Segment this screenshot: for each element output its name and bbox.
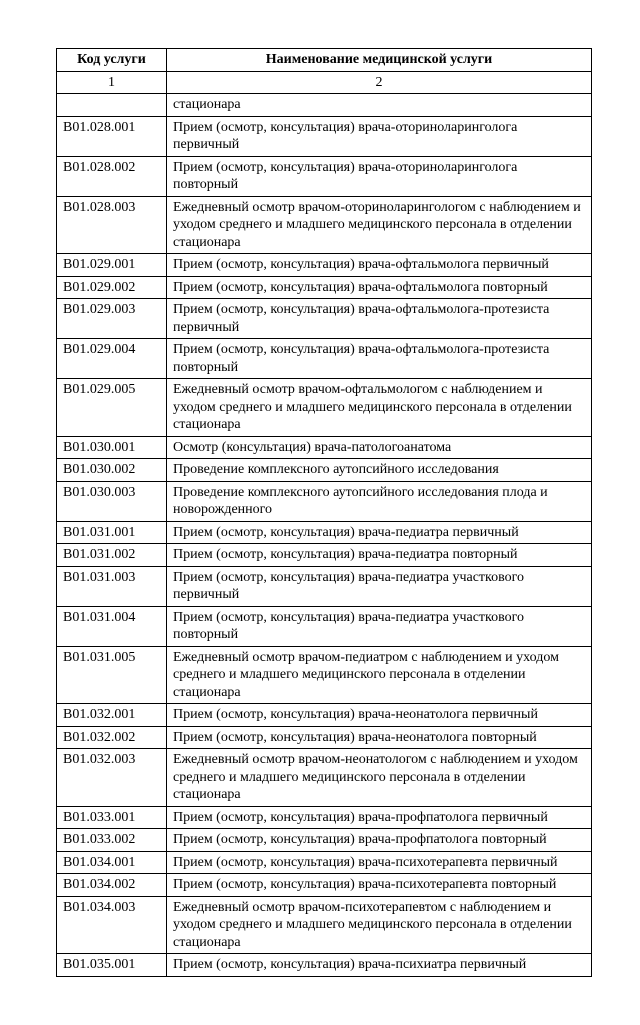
service-name-cell: Ежедневный осмотр врачом-офтальмологом с… xyxy=(167,379,592,437)
table-row: B01.029.005Ежедневный осмотр врачом-офта… xyxy=(57,379,592,437)
table-row: B01.033.001Прием (осмотр, консультация) … xyxy=(57,806,592,829)
service-code-cell: B01.029.002 xyxy=(57,276,167,299)
service-code-cell: B01.030.003 xyxy=(57,481,167,521)
service-name-cell: Прием (осмотр, консультация) врача-отори… xyxy=(167,116,592,156)
service-name-cell: Прием (осмотр, консультация) врача-педиа… xyxy=(167,521,592,544)
service-name-cell: Прием (осмотр, консультация) врача-отори… xyxy=(167,156,592,196)
service-code-cell: B01.031.004 xyxy=(57,606,167,646)
service-name-cell: Прием (осмотр, консультация) врача-педиа… xyxy=(167,566,592,606)
service-name-cell: Ежедневный осмотр врачом-неонатологом с … xyxy=(167,749,592,807)
table-row: B01.032.002Прием (осмотр, консультация) … xyxy=(57,726,592,749)
service-name-cell: Прием (осмотр, консультация) врача-неона… xyxy=(167,726,592,749)
service-code-cell: B01.031.005 xyxy=(57,646,167,704)
table-row: B01.030.001Осмотр (консультация) врача-п… xyxy=(57,436,592,459)
services-table: Код услуги Наименование медицинской услу… xyxy=(56,48,592,977)
service-name-cell: Осмотр (консультация) врача-патологоанат… xyxy=(167,436,592,459)
table-row: B01.031.003Прием (осмотр, консультация) … xyxy=(57,566,592,606)
service-code-cell: B01.031.003 xyxy=(57,566,167,606)
service-code-cell: B01.028.003 xyxy=(57,196,167,254)
header-name: Наименование медицинской услуги xyxy=(167,49,592,72)
service-name-cell: Прием (осмотр, консультация) врача-профп… xyxy=(167,806,592,829)
service-code-cell: B01.034.002 xyxy=(57,874,167,897)
service-code-cell: B01.029.005 xyxy=(57,379,167,437)
service-name-cell: Прием (осмотр, консультация) врача-офтал… xyxy=(167,299,592,339)
table-row: B01.035.001Прием (осмотр, консультация) … xyxy=(57,954,592,977)
table-row: B01.031.004Прием (осмотр, консультация) … xyxy=(57,606,592,646)
service-name-cell: стационара xyxy=(167,94,592,117)
table-head: Код услуги Наименование медицинской услу… xyxy=(57,49,592,94)
table-row: B01.032.003Ежедневный осмотр врачом-неон… xyxy=(57,749,592,807)
table-row: B01.031.001Прием (осмотр, консультация) … xyxy=(57,521,592,544)
service-name-cell: Прием (осмотр, консультация) врача-офтал… xyxy=(167,339,592,379)
service-code-cell: B01.029.001 xyxy=(57,254,167,277)
service-name-cell: Прием (осмотр, консультация) врача-профп… xyxy=(167,829,592,852)
table-row: B01.029.001Прием (осмотр, консультация) … xyxy=(57,254,592,277)
service-name-cell: Ежедневный осмотр врачом-педиатром с наб… xyxy=(167,646,592,704)
service-code-cell: B01.032.002 xyxy=(57,726,167,749)
service-code-cell: B01.033.001 xyxy=(57,806,167,829)
service-code-cell: B01.029.004 xyxy=(57,339,167,379)
table-row: B01.028.002Прием (осмотр, консультация) … xyxy=(57,156,592,196)
service-code-cell: B01.034.001 xyxy=(57,851,167,874)
table-row: B01.030.003Проведение комплексного аутоп… xyxy=(57,481,592,521)
table-row: B01.029.002Прием (осмотр, консультация) … xyxy=(57,276,592,299)
table-row: B01.029.004Прием (осмотр, консультация) … xyxy=(57,339,592,379)
service-code-cell: B01.029.003 xyxy=(57,299,167,339)
service-code-cell: B01.030.002 xyxy=(57,459,167,482)
service-name-cell: Прием (осмотр, консультация) врача-педиа… xyxy=(167,606,592,646)
service-name-cell: Проведение комплексного аутопсийного исс… xyxy=(167,481,592,521)
table-row: B01.034.002Прием (осмотр, консультация) … xyxy=(57,874,592,897)
service-name-cell: Прием (осмотр, консультация) врача-психи… xyxy=(167,954,592,977)
service-name-cell: Прием (осмотр, консультация) врача-офтал… xyxy=(167,276,592,299)
numrow-name: 2 xyxy=(167,71,592,94)
table-row: B01.028.001Прием (осмотр, консультация) … xyxy=(57,116,592,156)
table-row: стационара xyxy=(57,94,592,117)
document-page: Код услуги Наименование медицинской услу… xyxy=(0,0,640,1025)
table-num-row: 1 2 xyxy=(57,71,592,94)
service-code-cell: B01.031.001 xyxy=(57,521,167,544)
service-code-cell: B01.028.001 xyxy=(57,116,167,156)
table-row: B01.030.002Проведение комплексного аутоп… xyxy=(57,459,592,482)
table-body: стационараB01.028.001Прием (осмотр, конс… xyxy=(57,94,592,977)
service-code-cell: B01.035.001 xyxy=(57,954,167,977)
table-row: B01.032.001Прием (осмотр, консультация) … xyxy=(57,704,592,727)
table-header-row: Код услуги Наименование медицинской услу… xyxy=(57,49,592,72)
service-name-cell: Проведение комплексного аутопсийного исс… xyxy=(167,459,592,482)
header-code: Код услуги xyxy=(57,49,167,72)
service-name-cell: Прием (осмотр, консультация) врача-педиа… xyxy=(167,544,592,567)
table-row: B01.028.003Ежедневный осмотр врачом-отор… xyxy=(57,196,592,254)
service-name-cell: Прием (осмотр, консультация) врача-психо… xyxy=(167,851,592,874)
service-code-cell: B01.030.001 xyxy=(57,436,167,459)
table-row: B01.033.002Прием (осмотр, консультация) … xyxy=(57,829,592,852)
table-row: B01.034.001Прием (осмотр, консультация) … xyxy=(57,851,592,874)
table-row: B01.031.005Ежедневный осмотр врачом-педи… xyxy=(57,646,592,704)
service-code-cell: B01.028.002 xyxy=(57,156,167,196)
table-row: B01.031.002Прием (осмотр, консультация) … xyxy=(57,544,592,567)
service-code-cell: B01.033.002 xyxy=(57,829,167,852)
service-code-cell: B01.032.001 xyxy=(57,704,167,727)
service-name-cell: Прием (осмотр, консультация) врача-неона… xyxy=(167,704,592,727)
service-name-cell: Ежедневный осмотр врачом-оториноларингол… xyxy=(167,196,592,254)
service-code-cell xyxy=(57,94,167,117)
numrow-code: 1 xyxy=(57,71,167,94)
table-row: B01.029.003Прием (осмотр, консультация) … xyxy=(57,299,592,339)
service-code-cell: B01.031.002 xyxy=(57,544,167,567)
service-code-cell: B01.032.003 xyxy=(57,749,167,807)
service-name-cell: Прием (осмотр, консультация) врача-офтал… xyxy=(167,254,592,277)
service-name-cell: Прием (осмотр, консультация) врача-психо… xyxy=(167,874,592,897)
